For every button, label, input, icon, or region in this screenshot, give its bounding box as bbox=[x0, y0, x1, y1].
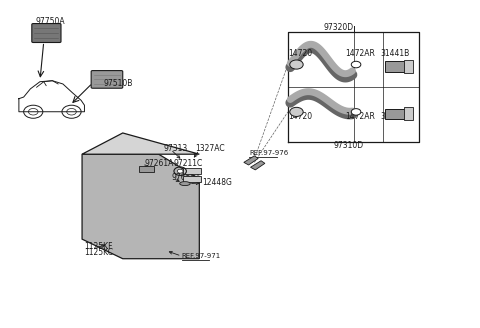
Text: 31441B: 31441B bbox=[380, 50, 409, 58]
Text: 14720: 14720 bbox=[288, 112, 312, 121]
FancyBboxPatch shape bbox=[32, 24, 61, 43]
Bar bbox=[182, 168, 201, 174]
Text: 14720: 14720 bbox=[288, 50, 312, 58]
Polygon shape bbox=[99, 184, 135, 233]
Polygon shape bbox=[251, 161, 265, 170]
Text: 97655A: 97655A bbox=[171, 173, 201, 182]
Polygon shape bbox=[89, 177, 144, 237]
Bar bbox=[404, 60, 413, 73]
Ellipse shape bbox=[180, 182, 190, 186]
Bar bbox=[385, 109, 409, 119]
Text: 97313: 97313 bbox=[163, 144, 188, 153]
Text: REF.97-976: REF.97-976 bbox=[249, 150, 288, 156]
Bar bbox=[140, 166, 154, 172]
Circle shape bbox=[177, 169, 183, 173]
Text: 97320D: 97320D bbox=[323, 23, 353, 32]
Text: 97261A: 97261A bbox=[144, 158, 174, 168]
FancyBboxPatch shape bbox=[91, 71, 123, 88]
Text: 31441B: 31441B bbox=[380, 112, 409, 121]
Circle shape bbox=[290, 60, 303, 69]
Bar bbox=[385, 61, 409, 72]
Text: 1472AR: 1472AR bbox=[345, 50, 375, 58]
Polygon shape bbox=[244, 156, 258, 165]
Circle shape bbox=[351, 61, 361, 68]
Text: 1125KC: 1125KC bbox=[84, 248, 113, 257]
Bar bbox=[404, 107, 413, 120]
Text: 1125KF: 1125KF bbox=[84, 242, 113, 251]
Text: REF.97-971: REF.97-971 bbox=[181, 253, 221, 259]
Text: 1472AR: 1472AR bbox=[345, 112, 375, 121]
Polygon shape bbox=[82, 154, 199, 259]
Bar bbox=[182, 176, 201, 182]
Polygon shape bbox=[82, 133, 199, 154]
Text: 97510B: 97510B bbox=[103, 79, 132, 89]
Circle shape bbox=[290, 107, 303, 116]
Text: 1327AC: 1327AC bbox=[195, 144, 225, 153]
Text: 97750A: 97750A bbox=[36, 17, 65, 27]
Circle shape bbox=[351, 109, 361, 115]
Text: 12448G: 12448G bbox=[202, 178, 231, 187]
Text: 97211C: 97211C bbox=[174, 158, 203, 168]
Text: 97310D: 97310D bbox=[333, 141, 363, 150]
